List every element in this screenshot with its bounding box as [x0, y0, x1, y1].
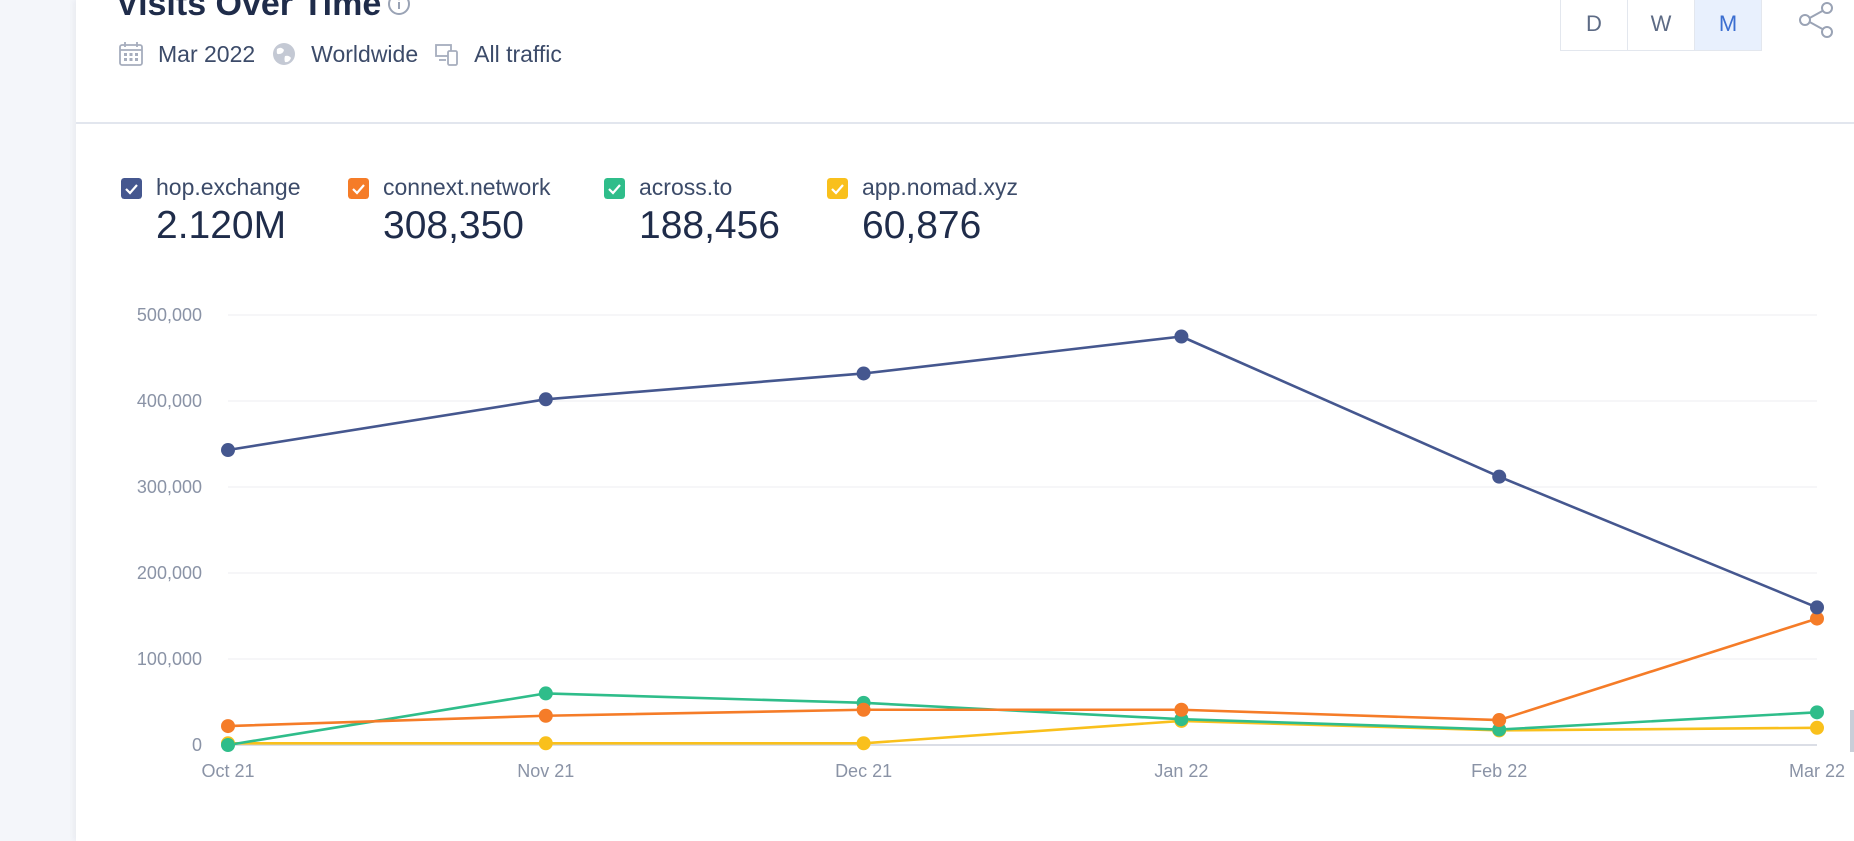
- data-point: [538, 736, 553, 751]
- x-tick-label: Feb 22: [1471, 761, 1527, 781]
- data-point: [1492, 469, 1507, 484]
- header-divider: [76, 122, 1854, 124]
- widget-title: Visits Over Time: [116, 0, 382, 23]
- data-point: [221, 719, 235, 734]
- data-point: [221, 738, 235, 752]
- scrollbar-edge[interactable]: [1850, 710, 1854, 752]
- granularity-week-button[interactable]: W: [1628, 0, 1695, 50]
- data-point: [538, 686, 553, 701]
- data-point: [1492, 713, 1507, 728]
- checkbox-checked-icon[interactable]: [121, 178, 142, 199]
- y-tick-label: 400,000: [137, 391, 202, 411]
- series-line: [228, 719, 1818, 745]
- traffic-filter[interactable]: All traffic: [474, 40, 562, 67]
- legend-name: hop.exchange: [156, 174, 301, 200]
- data-point: [1810, 600, 1824, 615]
- data-point: [221, 443, 235, 458]
- data-point: [538, 708, 553, 723]
- granularity-toggle: D W M: [1560, 0, 1762, 51]
- data-point: [1810, 705, 1824, 720]
- date-filter[interactable]: Mar 2022: [158, 40, 256, 67]
- y-tick-label: 100,000: [137, 649, 202, 669]
- x-tick-label: Oct 21: [201, 761, 254, 781]
- legend-total: 2.120M: [156, 204, 287, 247]
- x-tick-label: Mar 22: [1789, 761, 1845, 781]
- x-tick-label: Nov 21: [517, 761, 574, 781]
- legend-total: 188,456: [639, 204, 780, 247]
- data-point: [1810, 720, 1824, 735]
- legend-name: across.to: [639, 174, 733, 200]
- data-point: [1174, 702, 1189, 717]
- devices-icon: [435, 44, 459, 66]
- legend-total: 308,350: [383, 204, 524, 247]
- series-line: [227, 335, 1818, 609]
- data-point: [1810, 611, 1824, 626]
- checkbox-checked-icon[interactable]: [827, 178, 848, 199]
- y-tick-label: 300,000: [137, 477, 202, 497]
- legend-total: 60,876: [862, 204, 982, 247]
- checkbox-checked-icon[interactable]: [348, 178, 369, 199]
- data-point: [538, 392, 553, 407]
- widget-filters: Mar 2022 Worldwide All traffic: [118, 36, 578, 72]
- legend-name: app.nomad.xyz: [862, 174, 1018, 200]
- region-filter[interactable]: Worldwide: [311, 40, 419, 67]
- data-point: [856, 702, 871, 717]
- series-line: [227, 617, 1818, 728]
- y-tick-label: 200,000: [137, 563, 202, 583]
- granularity-month-button[interactable]: M: [1695, 0, 1761, 50]
- globe-icon: [273, 43, 296, 65]
- calendar-icon: [119, 42, 143, 66]
- data-point: [856, 736, 871, 751]
- y-tick-label: 0: [192, 735, 202, 755]
- data-point: [1174, 329, 1189, 344]
- x-tick-label: Jan 22: [1154, 761, 1208, 781]
- granularity-day-button[interactable]: D: [1561, 0, 1628, 50]
- legend-name: connext.network: [383, 174, 551, 200]
- checkbox-checked-icon[interactable]: [604, 178, 625, 199]
- info-icon[interactable]: [387, 0, 411, 16]
- x-tick-label: Dec 21: [835, 761, 892, 781]
- y-tick-label: 500,000: [137, 305, 202, 325]
- share-icon[interactable]: [1796, 2, 1836, 38]
- data-point: [856, 366, 871, 381]
